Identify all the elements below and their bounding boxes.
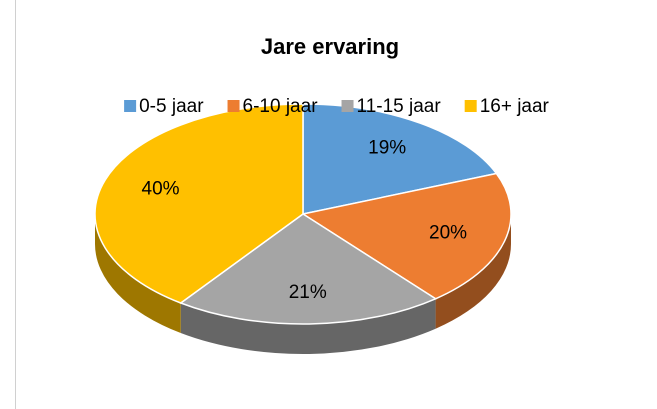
slice bbox=[302, 103, 498, 215]
legend: 0-5 jaar 6-10 jaar 11-15 jaar 16+ jaar bbox=[124, 96, 550, 117]
legend-swatch bbox=[341, 100, 354, 112]
data-label: 40% bbox=[142, 179, 180, 200]
data-label: 20% bbox=[429, 223, 467, 244]
slice bbox=[301, 172, 512, 300]
chart-title: Jare ervaring bbox=[261, 34, 399, 59]
legend-swatch bbox=[124, 100, 137, 112]
legend-label: 11-15 jaar bbox=[357, 96, 442, 117]
legend-swatch bbox=[464, 100, 477, 112]
legend-swatch bbox=[227, 100, 240, 112]
legend-label: 0-5 jaar bbox=[139, 96, 204, 117]
data-label: 19% bbox=[368, 138, 406, 159]
legend-label: 6-10 jaar bbox=[243, 96, 319, 117]
slice-side bbox=[435, 214, 511, 329]
legend-label: 16+ jaar bbox=[480, 96, 550, 117]
slice-side bbox=[180, 298, 436, 355]
slice-side bbox=[94, 214, 181, 333]
slice bbox=[179, 213, 438, 325]
data-label: 21% bbox=[289, 282, 327, 303]
